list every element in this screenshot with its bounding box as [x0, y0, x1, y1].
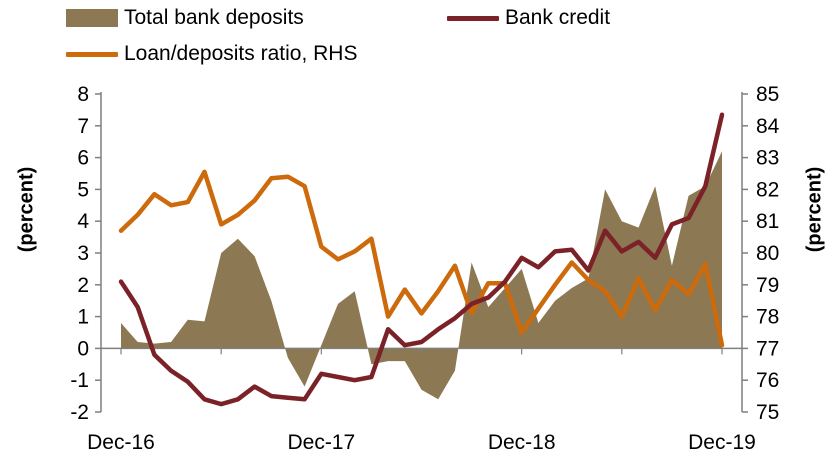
legend-swatch-deposits	[66, 9, 118, 27]
legend-label-deposits: Total bank deposits	[124, 6, 304, 29]
y-left-tick-label: -2	[70, 401, 89, 424]
y-right-tick-label: 77	[756, 337, 779, 360]
y-left-tick-label: -1	[70, 369, 89, 392]
y-axis-title-right: (percent)	[803, 166, 826, 253]
legend-item-credit: Bank credit	[447, 6, 610, 30]
y-right-tick-label: 82	[756, 178, 779, 201]
legend-label-ratio: Loan/deposits ratio, RHS	[124, 42, 358, 65]
y-left-tick-label: 3	[77, 242, 89, 265]
y-right-tick-label: 81	[756, 210, 779, 233]
lines-layer	[118, 112, 725, 407]
y-left-tick-label: 8	[77, 83, 89, 106]
tick-labels-layer: 876543210-1-28584838281807978777675Dec-1…	[70, 83, 779, 454]
legend-swatch-ratio	[66, 51, 118, 57]
y-left-tick-label: 2	[77, 274, 89, 297]
y-left-tick-label: 6	[77, 147, 89, 170]
y-right-tick-label: 84	[756, 115, 780, 138]
series-line-bank-credit	[118, 112, 725, 407]
y-right-tick-label: 80	[756, 242, 779, 265]
legend-swatch-credit	[447, 15, 499, 21]
y-left-tick-label: 0	[77, 337, 89, 360]
y-left-tick-label: 7	[77, 115, 89, 138]
series-area-total-bank-deposits	[121, 151, 722, 400]
x-tick-label: Dec-19	[688, 431, 756, 454]
x-tick-label: Dec-16	[87, 431, 155, 454]
y-left-tick-label: 4	[77, 210, 89, 233]
x-tick-label: Dec-17	[287, 431, 355, 454]
y-right-tick-label: 76	[756, 369, 779, 392]
y-right-tick-label: 85	[756, 83, 779, 106]
legend-item-ratio: Loan/deposits ratio, RHS	[66, 42, 357, 66]
y-right-tick-label: 78	[756, 306, 779, 329]
series-line-loan-deposits-ratio	[118, 169, 725, 348]
legend-label-credit: Bank credit	[505, 6, 611, 29]
y-right-tick-label: 83	[756, 147, 779, 170]
x-tick-label: Dec-18	[488, 431, 556, 454]
y-left-tick-label: 5	[77, 178, 89, 201]
legend-item-deposits: Total bank deposits	[66, 6, 304, 30]
y-right-tick-label: 75	[756, 401, 779, 424]
deposits-area-layer	[121, 151, 722, 400]
y-axis-title-left: (percent)	[15, 166, 38, 253]
axes-layer	[95, 92, 748, 413]
y-right-tick-label: 79	[756, 274, 779, 297]
y-left-tick-label: 1	[77, 306, 89, 329]
